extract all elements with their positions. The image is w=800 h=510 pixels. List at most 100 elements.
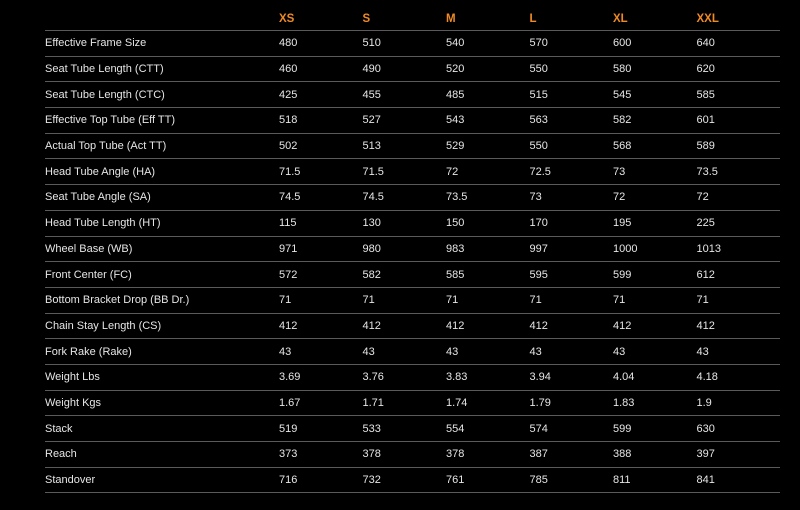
cell-value: 43 xyxy=(446,338,530,365)
cell-value: 1.67 xyxy=(279,390,363,417)
cell-value: 612 xyxy=(696,261,780,288)
cell-value: 71.5 xyxy=(362,158,446,186)
cell-value: 460 xyxy=(279,56,363,83)
cell-value: 599 xyxy=(613,415,697,442)
row-label: Stack xyxy=(45,415,279,442)
cell-value: 550 xyxy=(529,56,613,83)
cell-value: 550 xyxy=(529,133,613,160)
cell-value: 983 xyxy=(446,236,530,263)
table-row: Head Tube Length (HT) 115 130 150 170 195 225 xyxy=(45,210,780,237)
cell-value: 540 xyxy=(446,30,530,57)
cell-value: 74.5 xyxy=(362,184,446,211)
geometry-table: XS S M L XL XXL Effective Frame Size 480 510 540… xyxy=(45,7,780,494)
table-row: Seat Tube Length (CTC) 425 455 485 515 545 585 xyxy=(45,81,780,109)
row-label: Bottom Bracket Drop (BB Dr.) xyxy=(45,287,279,314)
cell-value: 480 xyxy=(279,30,363,57)
cell-value: 225 xyxy=(696,210,780,237)
cell-value: 73 xyxy=(613,158,697,186)
cell-value: 1.83 xyxy=(613,390,697,417)
cell-value: 1013 xyxy=(696,236,780,263)
size-header-l: L xyxy=(529,7,613,31)
cell-value: 72 xyxy=(696,184,780,211)
cell-value: 387 xyxy=(529,441,613,468)
table-row: Fork Rake (Rake) 43 43 43 43 43 43 xyxy=(45,338,780,365)
cell-value: 510 xyxy=(362,30,446,57)
cell-value: 72 xyxy=(446,158,530,186)
row-label: Standover xyxy=(45,467,279,494)
cell-value: 43 xyxy=(279,338,363,365)
row-label: Front Center (FC) xyxy=(45,261,279,288)
cell-value: 455 xyxy=(362,81,446,109)
cell-value: 997 xyxy=(529,236,613,263)
cell-value: 601 xyxy=(696,107,780,134)
cell-value: 630 xyxy=(696,415,780,442)
cell-value: 73.5 xyxy=(696,158,780,186)
cell-value: 585 xyxy=(446,261,530,288)
cell-value: 388 xyxy=(613,441,697,468)
cell-value: 563 xyxy=(529,107,613,134)
cell-value: 502 xyxy=(279,133,363,160)
cell-value: 4.18 xyxy=(696,364,780,391)
cell-value: 412 xyxy=(529,313,613,340)
cell-value: 195 xyxy=(613,210,697,237)
table-row: Weight Kgs 1.67 1.71 1.74 1.79 1.83 1.9 xyxy=(45,390,780,417)
cell-value: 72 xyxy=(613,184,697,211)
cell-value: 971 xyxy=(279,236,363,263)
cell-value: 378 xyxy=(362,441,446,468)
cell-value: 378 xyxy=(446,441,530,468)
cell-value: 1.71 xyxy=(362,390,446,417)
cell-value: 485 xyxy=(446,81,530,109)
row-label: Wheel Base (WB) xyxy=(45,236,279,263)
cell-value: 43 xyxy=(529,338,613,365)
cell-value: 515 xyxy=(529,81,613,109)
size-header-m: M xyxy=(446,7,530,31)
cell-value: 115 xyxy=(279,210,363,237)
row-label: Seat Tube Length (CTC) xyxy=(45,81,279,109)
cell-value: 620 xyxy=(696,56,780,83)
row-label: Weight Lbs xyxy=(45,364,279,391)
table-row: Bottom Bracket Drop (BB Dr.) 71 71 71 71 71 71 xyxy=(45,287,780,314)
table-row: Stack 519 533 554 574 599 630 xyxy=(45,415,780,442)
cell-value: 412 xyxy=(279,313,363,340)
cell-value: 71 xyxy=(613,287,697,314)
row-label: Effective Top Tube (Eff TT) xyxy=(45,107,279,134)
cell-value: 43 xyxy=(696,338,780,365)
cell-value: 519 xyxy=(279,415,363,442)
cell-value: 543 xyxy=(446,107,530,134)
row-label: Chain Stay Length (CS) xyxy=(45,313,279,340)
cell-value: 527 xyxy=(362,107,446,134)
row-label: Seat Tube Angle (SA) xyxy=(45,184,279,211)
cell-value: 545 xyxy=(613,81,697,109)
table-row: Effective Top Tube (Eff TT) 518 527 543 563 5… xyxy=(45,107,780,134)
cell-value: 412 xyxy=(696,313,780,340)
cell-value: 490 xyxy=(362,56,446,83)
cell-value: 71 xyxy=(446,287,530,314)
cell-value: 71 xyxy=(279,287,363,314)
cell-value: 1.79 xyxy=(529,390,613,417)
cell-value: 3.94 xyxy=(529,364,613,391)
table-row: Effective Frame Size 480 510 540 570 600 640 xyxy=(45,30,780,57)
size-header-xs: XS xyxy=(279,7,363,31)
cell-value: 412 xyxy=(613,313,697,340)
cell-value: 71 xyxy=(362,287,446,314)
row-label: Seat Tube Length (CTT) xyxy=(45,56,279,83)
row-label: Weight Kgs xyxy=(45,390,279,417)
cell-value: 425 xyxy=(279,81,363,109)
table-row: Chain Stay Length (CS) 412 412 412 412 412 412 xyxy=(45,313,780,340)
table-row: Standover 716 732 761 785 811 841 xyxy=(45,467,780,494)
cell-value: 43 xyxy=(362,338,446,365)
cell-value: 589 xyxy=(696,133,780,160)
cell-value: 4.04 xyxy=(613,364,697,391)
cell-value: 73 xyxy=(529,184,613,211)
cell-value: 811 xyxy=(613,467,697,494)
header-blank xyxy=(45,7,279,31)
cell-value: 1.74 xyxy=(446,390,530,417)
cell-value: 582 xyxy=(362,261,446,288)
cell-value: 580 xyxy=(613,56,697,83)
cell-value: 529 xyxy=(446,133,530,160)
cell-value: 3.76 xyxy=(362,364,446,391)
row-label: Reach xyxy=(45,441,279,468)
size-header-xl: XL xyxy=(613,7,697,31)
cell-value: 582 xyxy=(613,107,697,134)
cell-value: 397 xyxy=(696,441,780,468)
